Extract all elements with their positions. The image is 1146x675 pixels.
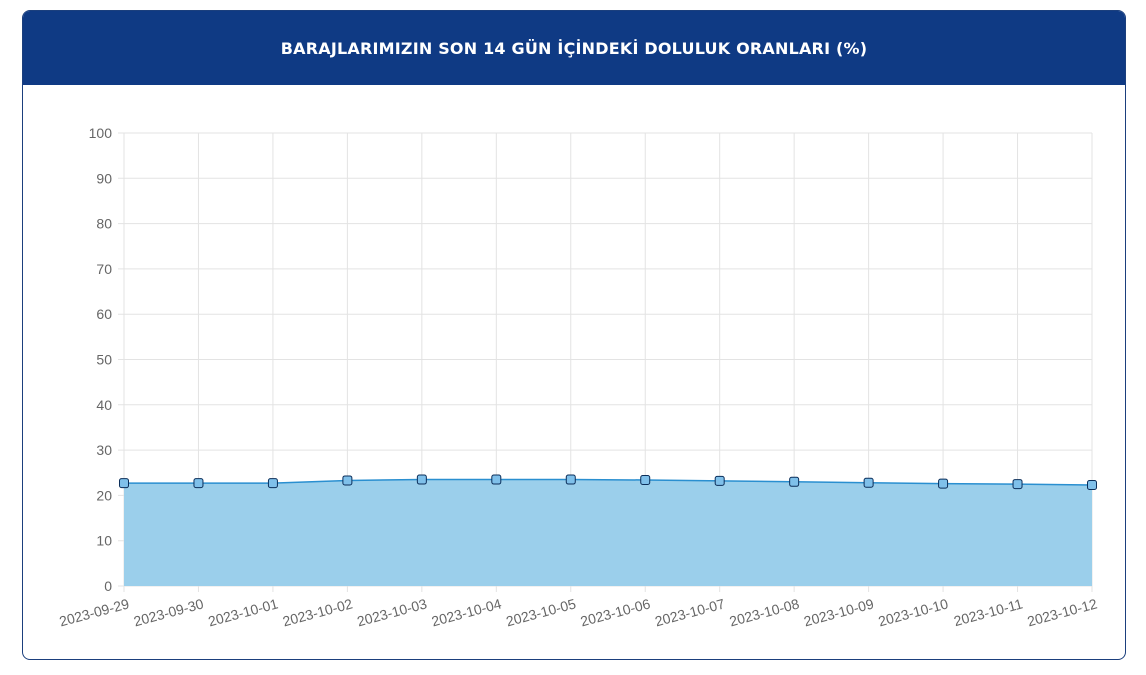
data-point[interactable] <box>342 475 353 486</box>
x-tick-label: 2023-10-05 <box>504 595 578 629</box>
x-tick-label: 2023-10-12 <box>1025 595 1099 629</box>
page-title: BARAJLARIMIZIN SON 14 GÜN İÇİNDEKİ DOLUL… <box>280 38 868 58</box>
chart-area: 0 10 20 30 40 50 60 70 80 90 100 2023-09-29 2023-09-… <box>23 85 1125 659</box>
y-tick-label: 0 <box>104 578 112 594</box>
series-line <box>124 478 1093 486</box>
data-point[interactable] <box>640 474 651 485</box>
data-point[interactable] <box>789 476 800 487</box>
series-area-fill <box>124 479 1092 586</box>
x-tick-label: 2023-10-08 <box>728 595 802 629</box>
x-tick-label: 2023-10-11 <box>952 595 1025 629</box>
data-point[interactable] <box>938 478 949 489</box>
y-tick-label: 40 <box>96 397 112 413</box>
x-tick-label: 2023-10-07 <box>653 595 727 629</box>
x-tick-label: 2023-10-04 <box>430 595 504 629</box>
dam-fill-chart: 0 10 20 30 40 50 60 70 80 90 100 2023-09-29 2023-09-… <box>57 125 1099 629</box>
data-point[interactable] <box>1012 479 1023 490</box>
y-tick-label: 30 <box>96 442 112 458</box>
x-tick-label: 2023-10-10 <box>877 595 951 629</box>
y-tick-label: 20 <box>96 487 112 503</box>
y-tick-label: 70 <box>96 261 112 277</box>
point-layer <box>119 474 1097 490</box>
data-point[interactable] <box>714 475 725 486</box>
x-tick-label: 2023-10-06 <box>579 595 653 629</box>
y-tick-label: 90 <box>96 170 112 186</box>
data-point[interactable] <box>1087 479 1097 490</box>
x-tick-label: 2023-09-29 <box>57 595 131 629</box>
x-tick-label: 2023-09-30 <box>132 595 206 629</box>
data-point[interactable] <box>565 474 576 485</box>
data-point[interactable] <box>267 478 278 489</box>
y-tick-label: 80 <box>96 216 112 232</box>
x-tick-label: 2023-10-03 <box>355 595 429 629</box>
data-point[interactable] <box>119 478 129 489</box>
data-point[interactable] <box>193 478 204 489</box>
chart-card: BARAJLARIMIZIN SON 14 GÜN İÇİNDEKİ DOLUL… <box>22 10 1126 660</box>
data-point[interactable] <box>863 477 874 488</box>
x-tick-label: 2023-10-09 <box>802 595 876 629</box>
data-point[interactable] <box>491 474 502 485</box>
card-header: BARAJLARIMIZIN SON 14 GÜN İÇİNDEKİ DOLUL… <box>23 11 1125 85</box>
y-tick-label: 60 <box>96 306 112 322</box>
y-tick-label: 100 <box>89 125 113 141</box>
area-layer <box>124 478 1093 586</box>
y-tick-label: 10 <box>96 533 112 549</box>
x-tick-label: 2023-10-02 <box>281 595 355 629</box>
y-tick-label: 50 <box>96 352 112 368</box>
x-tick-label: 2023-10-01 <box>206 595 280 629</box>
data-point[interactable] <box>416 474 427 485</box>
